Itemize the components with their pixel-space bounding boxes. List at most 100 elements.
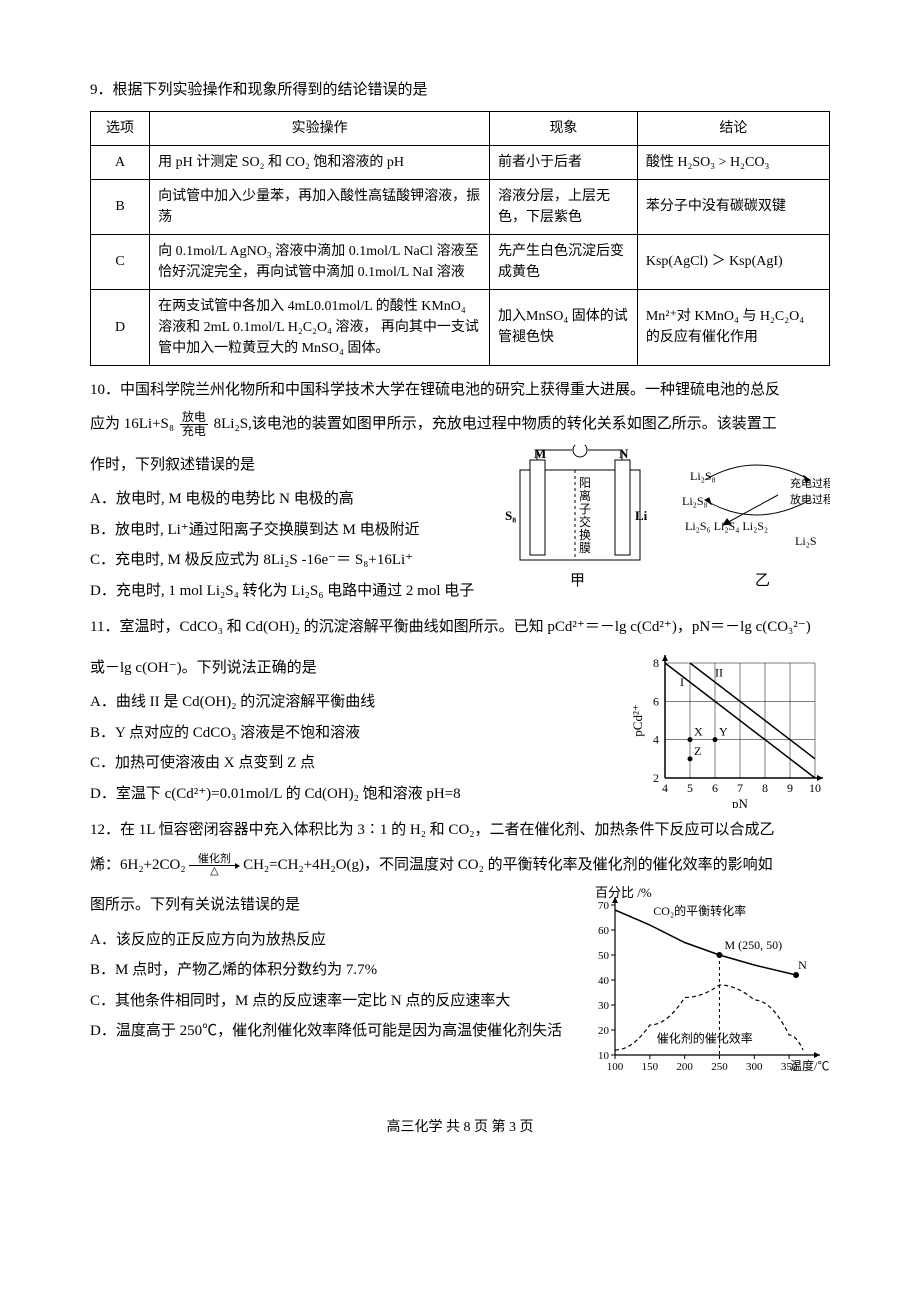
svg-text:7: 7 — [737, 781, 743, 795]
q9-r3-conc: Mn²⁺对 KMnO₄ 与 H₂C₂O₄ 的反应有催化作用 — [637, 289, 829, 365]
fig-Li2S: Li₂S — [795, 534, 817, 548]
table-row: D 在两支试管中各加入 4mL0.01mol/L 的酸性 KMnO₄ 溶液和 2… — [91, 289, 830, 365]
q9-r2-op: 向 0.1mol/L AgNO₃ 溶液中滴加 0.1mol/L NaCl 溶液至… — [150, 234, 490, 289]
q10-A: A．放电时, M 电极的电势比 N 电极的高 — [90, 485, 490, 514]
q10-line2: 应为 16Li+S₈ 放电 充电 8Li₂S,该电池的装置如图甲所示，充放电过程… — [90, 410, 830, 439]
q9: 9．根据下列实验操作和现象所得到的结论错误的是 — [90, 76, 830, 105]
svg-text:M (250, 50): M (250, 50) — [724, 938, 782, 952]
svg-text:温度/℃: 温度/℃ — [790, 1058, 829, 1073]
q9-r3-phen: 加入MnSO₄ 固体的试管褪色快 — [490, 289, 638, 365]
q11-B: B．Y 点对应的 CdCO₃ 溶液是不饱和溶液 — [90, 719, 620, 748]
q9-r2-opt: C — [91, 234, 150, 289]
q10-stem-c: 作时，下列叙述错误的是 — [90, 451, 490, 480]
svg-text:10: 10 — [809, 781, 821, 795]
q9-r1-phen: 溶液分层，上层无色，下层紫色 — [490, 179, 638, 234]
q12-A: A．该反应的正反应方向为放热反应 — [90, 926, 570, 955]
q9-h2: 现象 — [490, 111, 638, 145]
svg-text:100: 100 — [607, 1061, 624, 1073]
q10-num: 10． — [90, 382, 120, 398]
q12-num: 12． — [90, 822, 120, 838]
q9-r2-phen: 先产生白色沉淀后变成黄色 — [490, 234, 638, 289]
svg-text:8: 8 — [653, 656, 659, 670]
fig-bot: 放电过程 — [790, 492, 830, 506]
q10-frac: 放电 充电 — [180, 411, 208, 438]
svg-text:40: 40 — [598, 975, 610, 987]
svg-text:8: 8 — [762, 781, 768, 795]
fig-yi: 乙 — [755, 573, 770, 589]
q9-h0: 选项 — [91, 111, 150, 145]
q12-D: D．温度高于 250℃，催化剂催化效率降低可能是因为高温使催化剂失活 — [90, 1017, 570, 1046]
q12-figure: 10015020025030035010203040506070M (250, … — [580, 885, 830, 1085]
svg-text:300: 300 — [746, 1061, 763, 1073]
q12-rxn-top: 催化剂 — [189, 854, 239, 865]
fig-N: N — [619, 446, 629, 461]
q9-r2-conc: Ksp(AgCl) ＞ Ksp(AgI) — [637, 234, 829, 289]
fig-M: M — [534, 446, 546, 461]
q12-row: 图所示。下列有关说法错误的是 A．该反应的正反应方向为放热反应 B．M 点时，产… — [90, 885, 830, 1085]
q12-stem-c: 图所示。下列有关说法错误的是 — [90, 891, 570, 920]
table-row: B 向试管中加入少量苯，再加入酸性高锰酸钾溶液，振荡 溶液分层，上层无色，下层紫… — [91, 179, 830, 234]
q12-line2: 烯：6H₂+2CO₂ 催化剂 △ CH₂=CH₂+4H₂O(g)，不同温度对 C… — [90, 851, 830, 880]
q11-A: A．曲线 II 是 Cd(OH)₂ 的沉淀溶解平衡曲线 — [90, 688, 620, 717]
svg-text:百分比 /%: 百分比 /% — [595, 885, 652, 900]
svg-text:N: N — [798, 958, 807, 972]
svg-text:6: 6 — [712, 781, 718, 795]
q10-B: B．放电时, Li⁺通过阳离子交换膜到达 M 电极附近 — [90, 516, 490, 545]
svg-text:150: 150 — [642, 1061, 659, 1073]
q10-frac-top: 放电 — [180, 411, 208, 425]
table-row: C 向 0.1mol/L AgNO₃ 溶液中滴加 0.1mol/L NaCl 溶… — [91, 234, 830, 289]
svg-text:9: 9 — [787, 781, 793, 795]
q10-figure: M N S₈ Li 阳离子交换膜 甲 Li₂S₈ 充电过程 放电过程 Li₂S₈… — [500, 445, 830, 595]
q10-stem-a: 中国科学院兰州化物所和中国科学技术大学在锂硫电池的研究上获得重大进展。一种锂硫电… — [120, 382, 780, 398]
q9-r0-conc: 酸性 H₂SO₃ > H₂CO₃ — [637, 145, 829, 179]
svg-text:I: I — [680, 675, 684, 689]
svg-text:60: 60 — [598, 925, 610, 937]
q10-D: D．充电时, 1 mol Li₂S₄ 转化为 Li₂S₆ 电路中通过 2 mol… — [90, 577, 490, 606]
q9-h1: 实验操作 — [150, 111, 490, 145]
fig-top: 充电过程 — [790, 476, 830, 490]
svg-text:10: 10 — [598, 1050, 610, 1062]
q10-line1: 10．中国科学院兰州化物所和中国科学技术大学在锂硫电池的研究上获得重大进展。一种… — [90, 376, 830, 405]
q9-r3-opt: D — [91, 289, 150, 365]
svg-text:pN: pN — [732, 796, 749, 808]
q12-C: C．其他条件相同时，M 点的反应速率一定比 N 点的反应速率大 — [90, 987, 570, 1016]
q10-frac-bot: 充电 — [180, 425, 208, 438]
svg-text:催化剂的催化效率: 催化剂的催化效率 — [657, 1031, 753, 1046]
svg-text:pCd²⁺: pCd²⁺ — [630, 704, 645, 736]
svg-text:6: 6 — [653, 694, 659, 708]
svg-text:2: 2 — [653, 771, 659, 785]
q9-r1-op: 向试管中加入少量苯，再加入酸性高锰酸钾溶液，振荡 — [150, 179, 490, 234]
fig-Li2S8b: Li₂S₈ — [682, 494, 708, 508]
q12-rxn: 催化剂 △ — [189, 854, 239, 877]
q10-stem-b1: 应为 16Li+S₈ — [90, 416, 178, 432]
q11-D: D．室温下 c(Cd²⁺)=0.01mol/L 的 Cd(OH)₂ 饱和溶液 p… — [90, 780, 620, 809]
fig-mem: 阳离子交换膜 — [579, 476, 591, 555]
q12-line1: 12．在 1L 恒容密闭容器中充入体积比为 3∶1 的 H₂ 和 CO₂，二者在… — [90, 816, 830, 845]
q12-stem-b1: 烯：6H₂+2CO₂ — [90, 857, 186, 873]
q10-stem-b2: 8Li₂S,该电池的装置如图甲所示，充放电过程中物质的转化关系如图乙所示。该装置… — [214, 416, 777, 432]
q12-rxn-bot: △ — [189, 866, 239, 877]
svg-text:200: 200 — [676, 1061, 693, 1073]
svg-text:70: 70 — [598, 900, 610, 912]
q10-C: C．充电时, M 极反应式为 8Li₂S -16e⁻＝ S₈+16Li⁺ — [90, 546, 490, 575]
q11-figure: 456789102468pNpCd²⁺IIIXYZ — [630, 648, 830, 808]
svg-text:50: 50 — [598, 950, 610, 962]
fig-Li2S8: Li₂S₈ — [690, 469, 716, 483]
q11-stem-a: 室温时，CdCO₃ 和 Cd(OH)₂ 的沉淀溶解平衡曲线如图所示。已知 pCd… — [119, 619, 810, 635]
q11-row: 或－lg c(OH⁻)。下列说法正确的是 A．曲线 II 是 Cd(OH)₂ 的… — [90, 648, 830, 811]
q9-r0-op: 用 pH 计测定 SO₂ 和 CO₂ 饱和溶液的 pH — [150, 145, 490, 179]
svg-text:Z: Z — [694, 743, 701, 757]
q12-opts: A．该反应的正反应方向为放热反应 B．M 点时，产物乙烯的体积分数约为 7.7%… — [90, 926, 570, 1046]
q9-h3: 结论 — [637, 111, 829, 145]
svg-text:20: 20 — [598, 1025, 610, 1037]
q9-r1-opt: B — [91, 179, 150, 234]
q11-stem-b: 或－lg c(OH⁻)。下列说法正确的是 — [90, 654, 620, 683]
table-row: A 用 pH 计测定 SO₂ 和 CO₂ 饱和溶液的 pH 前者小于后者 酸性 … — [91, 145, 830, 179]
svg-text:30: 30 — [598, 1000, 610, 1012]
q11-num: 11． — [90, 619, 119, 635]
svg-text:4: 4 — [662, 781, 668, 795]
svg-text:X: X — [694, 724, 703, 738]
q11-opts: A．曲线 II 是 Cd(OH)₂ 的沉淀溶解平衡曲线 B．Y 点对应的 CdC… — [90, 688, 620, 808]
q12-B: B．M 点时，产物乙烯的体积分数约为 7.7% — [90, 956, 570, 985]
q10-row: 作时，下列叙述错误的是 A．放电时, M 电极的电势比 N 电极的高 B．放电时… — [90, 445, 830, 608]
